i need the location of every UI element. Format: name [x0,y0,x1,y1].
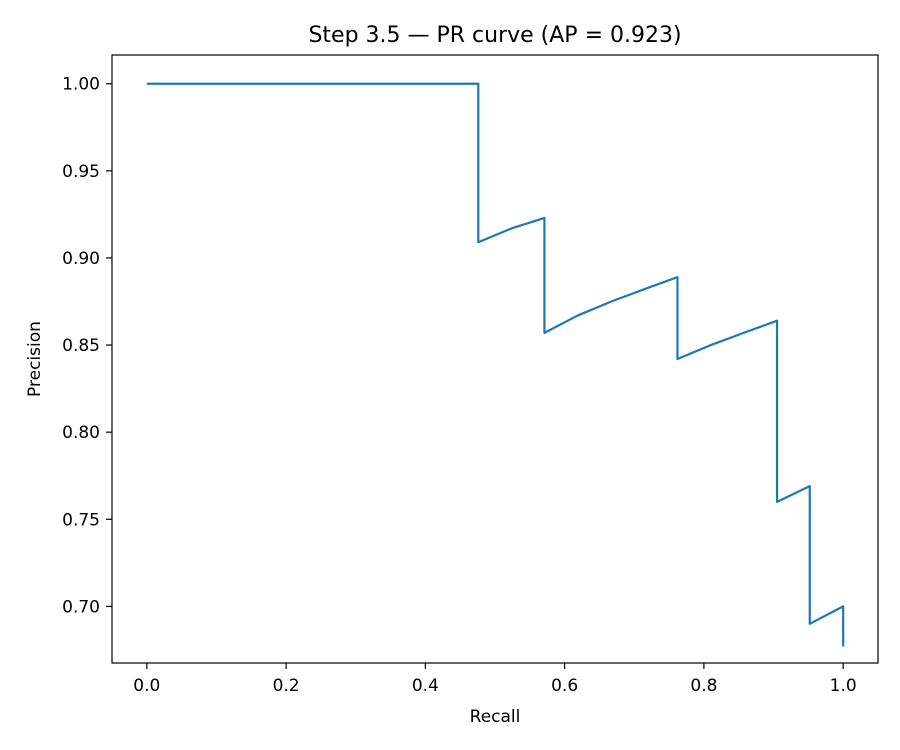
y-tick-label: 0.70 [62,597,100,617]
y-tick-label: 0.75 [62,510,100,530]
x-tick-label: 0.0 [133,676,160,696]
y-axis: 0.70 0.75 0.80 0.85 0.90 0.95 1.00 [62,75,112,617]
plot-area-frame [111,54,879,664]
x-tick-label: 0.4 [412,676,439,696]
chart-title: Step 3.5 — PR curve (AP = 0.923) [308,23,681,48]
x-axis-label: Recall [470,707,521,727]
x-tick-label: 0.8 [690,676,717,696]
y-tick-label: 0.85 [62,336,100,356]
y-tick-label: 1.00 [62,75,100,95]
y-tick-label: 0.95 [62,162,100,182]
x-tick-label: 1.0 [830,676,857,696]
y-axis-label: Precision [25,321,45,397]
series-layer [146,82,845,647]
x-tick-label: 0.6 [551,676,578,696]
y-tick-label: 0.80 [62,423,100,443]
pr-curve-line [146,82,845,647]
y-tick-label: 0.90 [62,249,100,269]
x-axis: 0.0 0.2 0.4 0.6 0.8 1.0 [133,663,857,696]
x-tick-label: 0.2 [273,676,300,696]
